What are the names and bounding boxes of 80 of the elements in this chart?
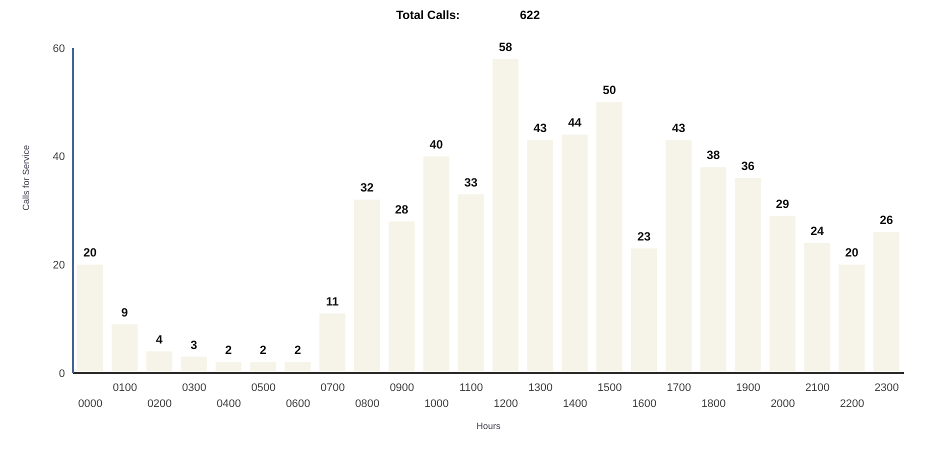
bar <box>838 264 865 373</box>
data-label: 26 <box>880 213 894 228</box>
data-label: 50 <box>602 83 616 98</box>
data-label: 23 <box>637 229 651 244</box>
data-label: 43 <box>533 121 548 136</box>
x-tick-label: 0600 <box>286 398 310 410</box>
bar <box>423 156 450 373</box>
x-tick-label: 0300 <box>182 382 206 394</box>
data-label: 2 <box>294 343 302 358</box>
x-tick-label: 1700 <box>666 382 692 394</box>
bar <box>458 194 484 373</box>
bar <box>770 216 796 373</box>
x-tick-label: 0200 <box>147 398 172 410</box>
bar <box>700 167 726 373</box>
y-tick-label: 20 <box>52 260 65 272</box>
data-label: 2 <box>225 343 232 358</box>
x-tick-label: 1400 <box>562 398 588 410</box>
data-label: 4 <box>156 332 163 346</box>
x-tick-label: 1000 <box>424 398 449 410</box>
bar <box>319 313 346 373</box>
x-tick-label: 0500 <box>251 382 276 394</box>
x-tick-label: 1800 <box>701 398 726 410</box>
x-tick-label: 0800 <box>355 398 380 410</box>
x-tick-label: 1100 <box>459 382 484 394</box>
data-label: 9 <box>121 305 128 320</box>
x-tick-label: 2100 <box>805 382 830 394</box>
text: 622 <box>520 8 540 22</box>
data-label: 28 <box>394 202 409 216</box>
bar <box>527 140 554 373</box>
data-label: 20 <box>83 246 97 260</box>
bar <box>388 221 415 373</box>
data-label: 29 <box>776 196 790 211</box>
y-tick-label: 60 <box>52 42 65 55</box>
data-label: 20 <box>845 246 859 260</box>
bar <box>146 351 172 373</box>
x-tick-label: 0100 <box>112 382 138 394</box>
data-label: 36 <box>741 159 755 173</box>
bar <box>734 178 761 373</box>
data-label: 44 <box>568 116 582 130</box>
x-tick-label: 2000 <box>770 398 796 410</box>
y-tick-label: 40 <box>52 151 65 164</box>
x-tick-label: 0900 <box>390 382 414 394</box>
data-label: 3 <box>190 338 198 352</box>
bar <box>77 264 103 373</box>
bar <box>216 362 242 373</box>
data-label: 32 <box>360 180 374 195</box>
x-tick-label: 1500 <box>597 382 622 394</box>
y-axis-title: Calls for Service <box>21 144 32 210</box>
bar <box>666 140 692 373</box>
data-label: 2 <box>260 343 267 358</box>
bar <box>804 243 830 373</box>
x-tick-label: 1600 <box>632 398 657 410</box>
bar <box>873 232 900 373</box>
x-tick-label: 0000 <box>78 398 103 410</box>
x-axis-title: Hours <box>476 421 501 431</box>
x-tick-label: 0400 <box>216 398 242 410</box>
data-label: 43 <box>672 121 686 136</box>
bar <box>354 200 380 373</box>
bar <box>112 324 138 373</box>
x-tick-label: 1900 <box>736 382 760 394</box>
bar <box>492 58 518 373</box>
x-tick-label: 0700 <box>320 382 345 394</box>
data-label: 11 <box>326 294 340 308</box>
data-label: 40 <box>430 137 444 152</box>
x-tick-label: 1300 <box>528 382 553 394</box>
bar <box>250 362 276 373</box>
x-tick-label: 2300 <box>874 382 899 394</box>
data-label: 58 <box>498 40 512 54</box>
bar <box>180 356 207 373</box>
data-label: 24 <box>810 224 824 238</box>
data-label: 38 <box>706 148 720 162</box>
x-tick-label: 2200 <box>840 398 864 410</box>
data-label: 33 <box>464 175 478 190</box>
y-tick-label: 0 <box>58 368 65 380</box>
x-tick-label: 1200 <box>494 398 518 410</box>
chart-title: Total Calls: <box>396 8 460 22</box>
bar <box>284 362 311 373</box>
bar <box>631 248 657 373</box>
bar <box>562 134 588 373</box>
bar <box>596 102 622 373</box>
